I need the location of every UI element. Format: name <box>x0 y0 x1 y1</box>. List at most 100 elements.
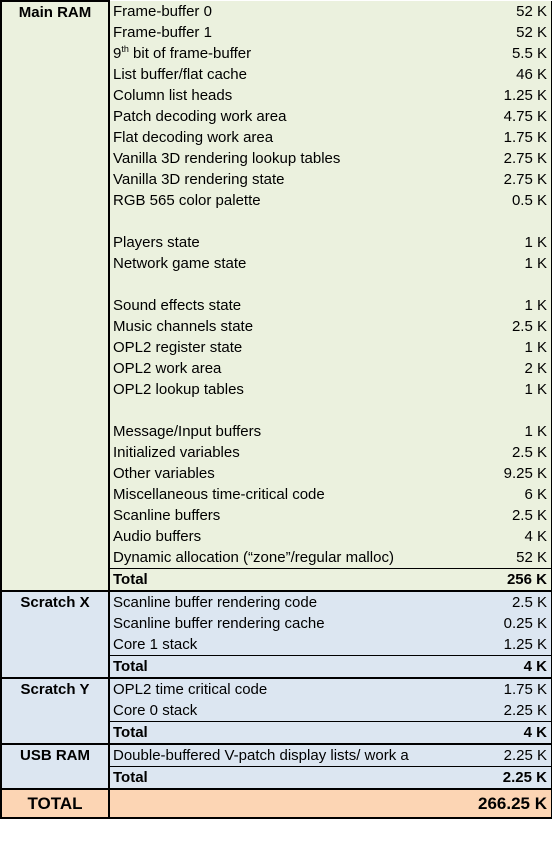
item-label: OPL2 time critical code <box>108 678 456 700</box>
item-label: Audio buffers <box>108 526 456 547</box>
item-row: OPL2 register state 1 K <box>1 337 552 358</box>
item-row: Vanilla 3D rendering lookup tables 2.75 K <box>1 148 552 169</box>
item-value: 5.5 K <box>456 43 552 64</box>
item-value: 4.75 K <box>456 106 552 127</box>
total-row: Total 4 K <box>1 655 552 679</box>
item-value: 1.25 K <box>456 85 552 106</box>
item-row: Message/Input buffers 1 K <box>1 421 552 442</box>
item-value: 52 K <box>456 1 552 22</box>
blank-row <box>1 400 552 421</box>
item-value: 2.75 K <box>456 148 552 169</box>
item-label: Frame-buffer 1 <box>108 22 456 43</box>
item-label: Core 0 stack <box>108 700 456 722</box>
item-label: RGB 565 color palette <box>108 190 456 211</box>
item-row: Scratch X Scanline buffer rendering code 2… <box>0 590 552 679</box>
blank-row <box>1 274 552 295</box>
item-value: 1 K <box>456 379 552 400</box>
grand-total-value: 266.25 K <box>108 788 552 819</box>
label-base: 9 <box>113 45 122 62</box>
item-label: Scanline buffer rendering cache <box>108 613 456 634</box>
item-value: 4 K <box>456 526 552 547</box>
item-value: 0.25 K <box>456 613 552 634</box>
item-label: Miscellaneous time-critical code <box>108 484 456 505</box>
item-value: 1 K <box>456 253 552 274</box>
item-row: Vanilla 3D rendering state 2.75 K <box>1 169 552 190</box>
blank-row <box>1 211 552 232</box>
item-value: 52 K <box>456 547 552 569</box>
item-row: 9th bit of frame-buffer 5.5 K <box>1 43 552 64</box>
item-row: OPL2 lookup tables 1 K <box>1 379 552 400</box>
total-value: 4 K <box>456 721 552 745</box>
item-row: RGB 565 color palette 0.5 K <box>1 190 552 211</box>
item-value: 1.75 K <box>456 127 552 148</box>
total-row: Total 4 K <box>1 721 552 745</box>
item-label: Scanline buffers <box>108 505 456 526</box>
total-value: 4 K <box>456 655 552 679</box>
item-value: 2.25 K <box>456 700 552 722</box>
item-value: 2 K <box>456 358 552 379</box>
item-value: 1.75 K <box>456 678 552 700</box>
item-row: Core 0 stack 2.25 K <box>1 700 552 722</box>
item-row: Miscellaneous time-critical code 6 K <box>1 484 552 505</box>
item-row: Music channels state 2.5 K <box>1 316 552 337</box>
item-label: Vanilla 3D rendering lookup tables <box>108 148 456 169</box>
blank-cell <box>108 211 456 232</box>
item-row: OPL2 work area 2 K <box>1 358 552 379</box>
section-name: Scratch Y <box>0 677 110 745</box>
item-row: USB RAM Double-buffered V-patch display l… <box>0 743 552 790</box>
item-row: Network game state 1 K <box>1 253 552 274</box>
item-label: Column list heads <box>108 85 456 106</box>
item-label: 9th bit of frame-buffer <box>108 43 456 64</box>
total-row: Total 256 K <box>1 568 552 592</box>
item-row: List buffer/flat cache 46 K <box>1 64 552 85</box>
total-label: Total <box>108 766 456 790</box>
item-row: Sound effects state 1 K <box>1 295 552 316</box>
item-label: Network game state <box>108 253 456 274</box>
item-value: 2.5 K <box>456 591 552 613</box>
item-value: 2.5 K <box>456 442 552 463</box>
item-row: Column list heads 1.25 K <box>1 85 552 106</box>
item-row: Other variables 9.25 K <box>1 463 552 484</box>
item-row: Flat decoding work area 1.75 K <box>1 127 552 148</box>
item-row: Players state 1 K <box>1 232 552 253</box>
blank-cell <box>456 211 552 232</box>
item-value: 6 K <box>456 484 552 505</box>
item-label: OPL2 work area <box>108 358 456 379</box>
item-row: Scanline buffer rendering cache 0.25 K <box>1 613 552 634</box>
item-value: 0.5 K <box>456 190 552 211</box>
item-label: Other variables <box>108 463 456 484</box>
item-label: Patch decoding work area <box>108 106 456 127</box>
item-label: Dynamic allocation (“zone”/regular mallo… <box>108 547 456 569</box>
item-value: 1 K <box>456 295 552 316</box>
item-value: 9.25 K <box>456 463 552 484</box>
item-value: 46 K <box>456 64 552 85</box>
item-label: Message/Input buffers <box>108 421 456 442</box>
item-label: Vanilla 3D rendering state <box>108 169 456 190</box>
item-value: 1 K <box>456 421 552 442</box>
item-value: 2.75 K <box>456 169 552 190</box>
label-rest: bit of frame-buffer <box>128 45 252 62</box>
item-row: Dynamic allocation (“zone”/regular mallo… <box>1 547 552 569</box>
item-row: Main RAM Frame-buffer 0 52 K <box>0 0 552 592</box>
item-value: 2.5 K <box>456 316 552 337</box>
item-label: Initialized variables <box>108 442 456 463</box>
item-row: Initialized variables 2.5 K <box>1 442 552 463</box>
section-name: USB RAM <box>0 743 110 790</box>
section-name: Main RAM <box>0 0 110 592</box>
item-row: Core 1 stack 1.25 K <box>1 634 552 656</box>
item-row: Scanline buffers 2.5 K <box>1 505 552 526</box>
label-superscript: th <box>121 44 129 54</box>
item-label: Double-buffered V-patch display lists/ w… <box>108 744 456 767</box>
item-row: Audio buffers 4 K <box>1 526 552 547</box>
item-label: Core 1 stack <box>108 634 456 656</box>
item-label: Scanline buffer rendering code <box>108 591 456 613</box>
item-label: Sound effects state <box>108 295 456 316</box>
total-value: 2.25 K <box>456 766 552 790</box>
item-value: 1.25 K <box>456 634 552 656</box>
total-label: Total <box>108 655 456 679</box>
grand-total-row: TOTAL 266.25 K <box>0 788 552 819</box>
blank-cell <box>456 274 552 295</box>
item-value: 1 K <box>456 337 552 358</box>
item-label: OPL2 register state <box>108 337 456 358</box>
item-row: Patch decoding work area 4.75 K <box>1 106 552 127</box>
